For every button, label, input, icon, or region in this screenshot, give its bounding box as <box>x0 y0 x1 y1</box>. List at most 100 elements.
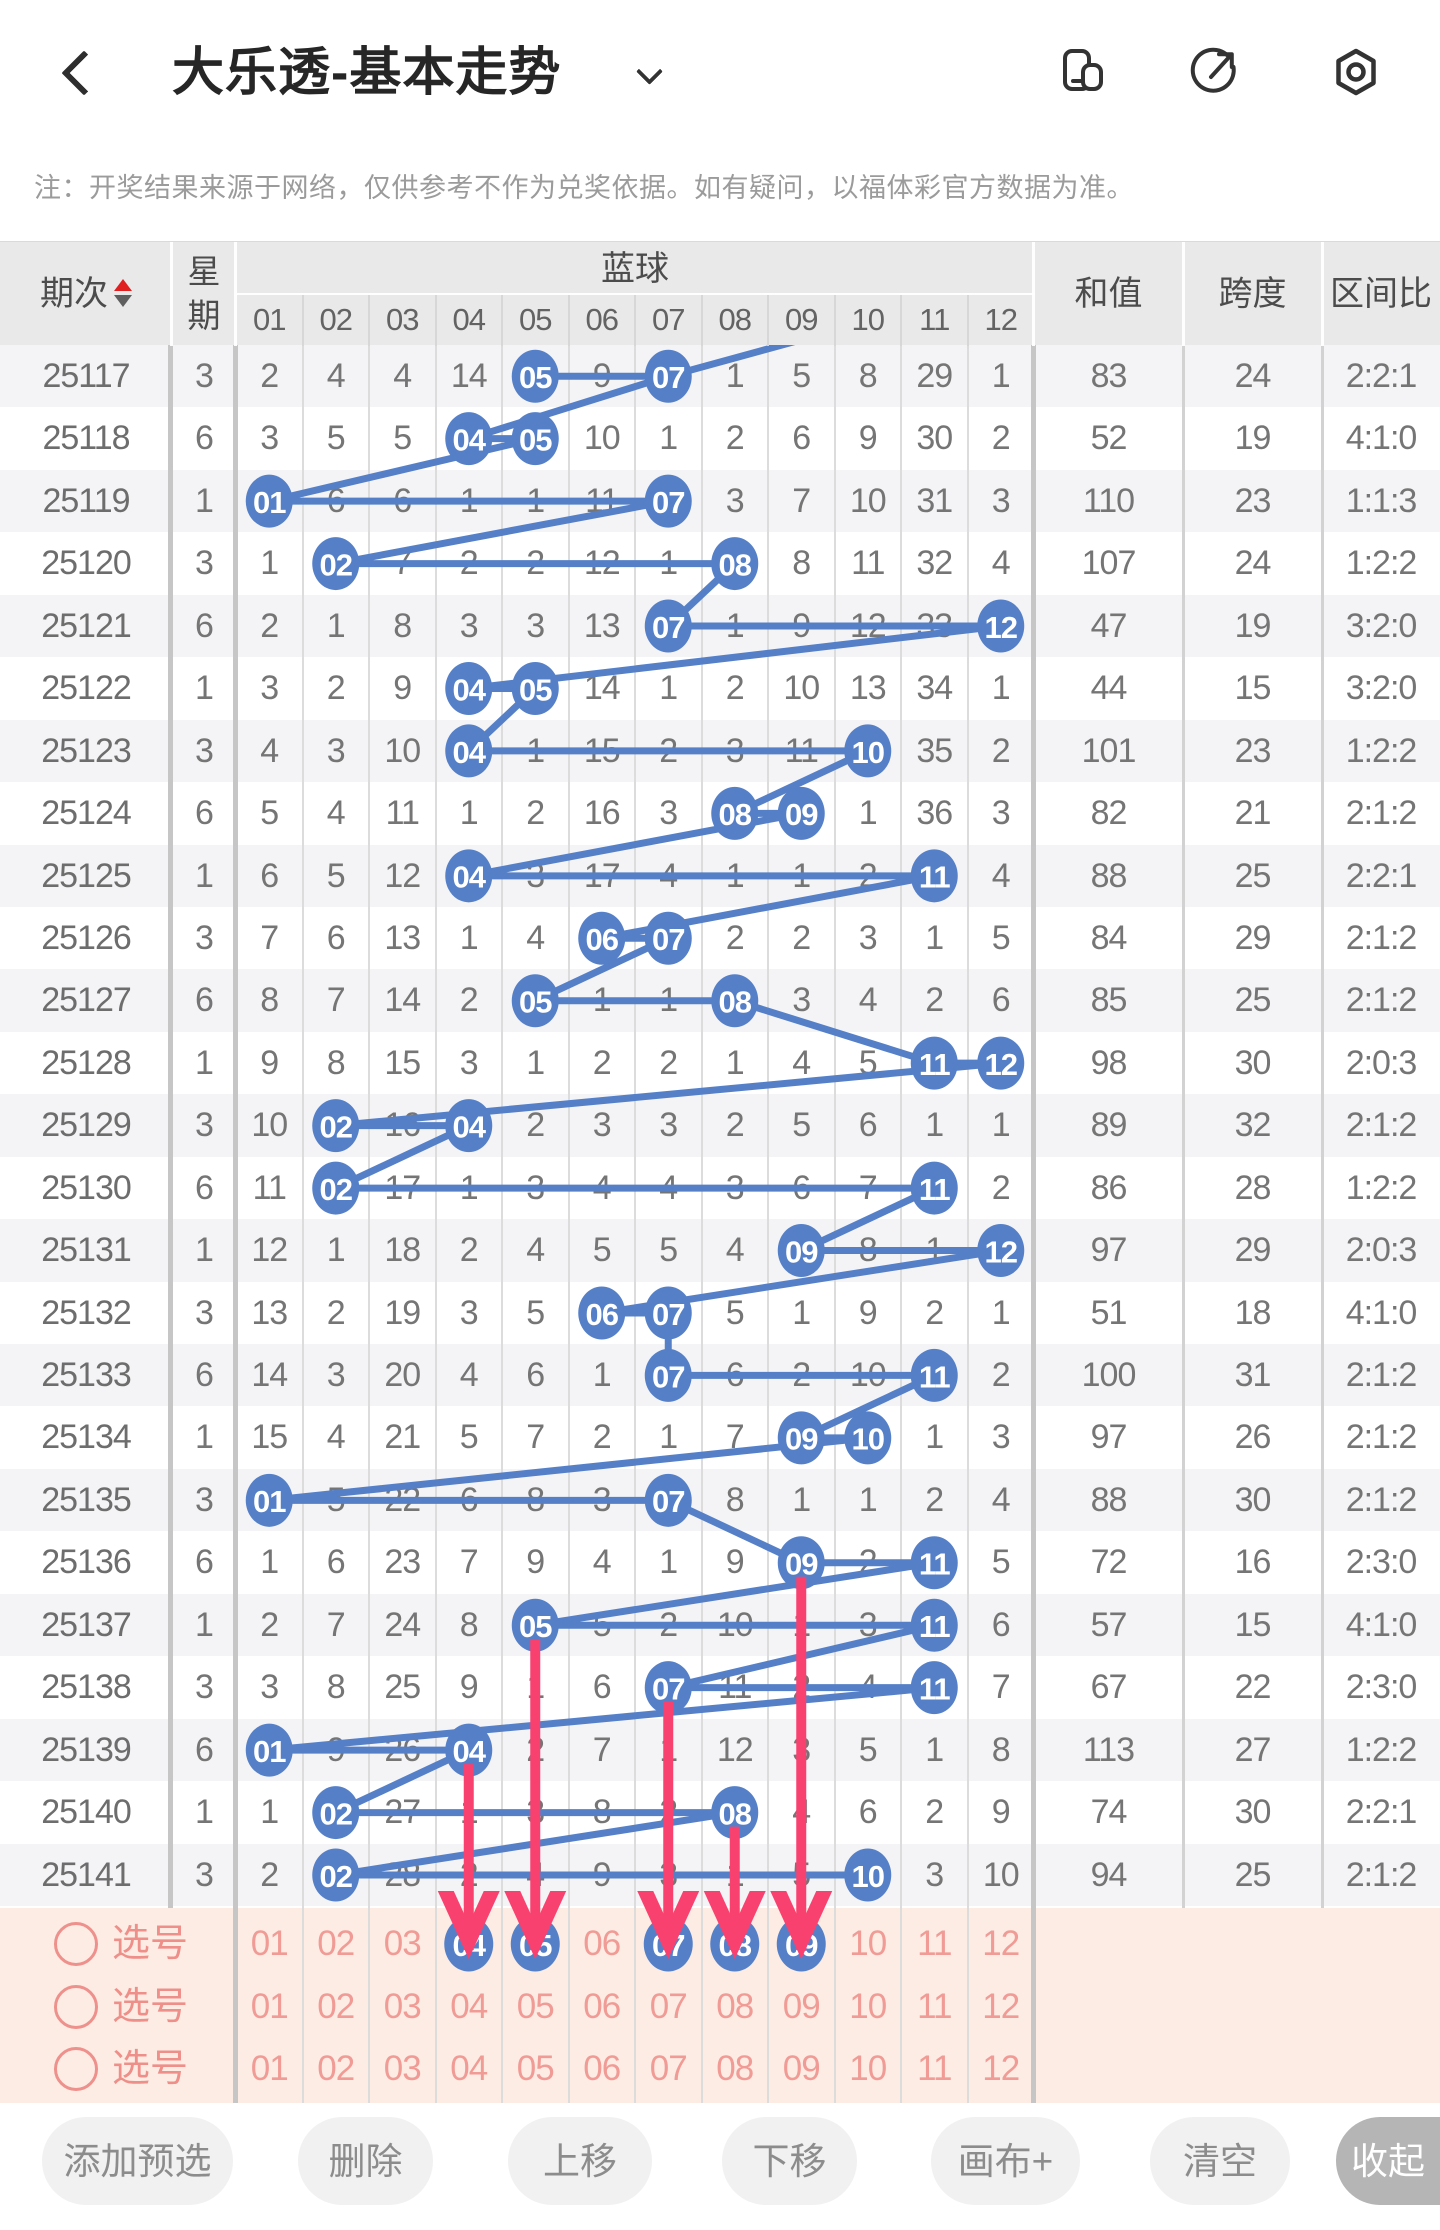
selection-number[interactable]: 09 <box>782 1987 821 2026</box>
ball-cell <box>702 969 769 1031</box>
span-cell: 28 <box>1234 1168 1272 1207</box>
selection-label: 选号 <box>112 2048 189 2090</box>
selection-number[interactable]: 02 <box>317 2049 355 2088</box>
ball-cell: 2 <box>260 1605 279 1644</box>
ball-cell: 4 <box>459 1356 479 1394</box>
ball-column-header: 10 <box>851 302 885 337</box>
selection-number[interactable]: 11 <box>917 1987 952 2026</box>
selection-number[interactable]: 04 <box>450 2049 488 2088</box>
ball-cell: 17 <box>384 1168 421 1207</box>
ball-column-header: 02 <box>319 302 353 337</box>
canvas-button[interactable]: 画布+ <box>931 2117 1080 2205</box>
span-cell: 19 <box>1234 419 1272 458</box>
ball-cell <box>901 1531 968 1593</box>
selection-radio[interactable] <box>54 1922 98 1966</box>
ball-cell: 34 <box>916 669 953 708</box>
share-icon[interactable] <box>1188 46 1240 98</box>
selection-number[interactable]: 11 <box>917 2049 952 2088</box>
selection-number[interactable]: 03 <box>383 2049 422 2088</box>
selection-number[interactable]: 01 <box>250 1924 289 1963</box>
ball-cell: 2 <box>659 731 678 770</box>
selection-radio[interactable] <box>54 1985 98 2029</box>
title-dropdown[interactable] <box>636 58 663 85</box>
delete-button[interactable]: 删除 <box>298 2117 433 2205</box>
ball-cell: 9 <box>858 1293 878 1332</box>
move-up-button[interactable]: 上移 <box>508 2117 652 2205</box>
selection-number[interactable]: 03 <box>383 1924 422 1963</box>
ball-cell: 16 <box>384 1106 421 1145</box>
week-cell: 6 <box>195 794 214 833</box>
ball-cell: 2 <box>592 1418 612 1457</box>
period-cell: 25129 <box>41 1106 132 1145</box>
ball-cell <box>901 1157 968 1219</box>
ball-cell: 2 <box>326 1293 346 1332</box>
week-cell: 1 <box>195 1043 214 1082</box>
ball-cell: 8 <box>393 606 412 645</box>
table-row: 25139 6 9 26 2 7 1 12 3 5 1 8 113 27 1:2:2 <box>0 1718 1440 1782</box>
sum-cell: 110 <box>1082 481 1135 520</box>
selection-number[interactable]: 08 <box>716 1987 754 2026</box>
selection-radio[interactable] <box>54 2047 98 2091</box>
selection-number[interactable]: 01 <box>250 1987 289 2026</box>
selection-number[interactable]: 10 <box>849 1924 887 1963</box>
ball-cell: 3 <box>659 1855 678 1894</box>
ball-cell: 2 <box>260 357 279 395</box>
period-cell: 25133 <box>41 1356 132 1394</box>
ball-cell <box>436 1719 503 1781</box>
ball-cell: 1 <box>925 1231 944 1270</box>
sum-cell: 113 <box>1082 1730 1135 1769</box>
selection-number[interactable]: 08 <box>716 2049 754 2088</box>
selection-number[interactable]: 07 <box>649 2049 688 2088</box>
ball-cell: 2 <box>991 419 1011 458</box>
selection-number[interactable]: 06 <box>583 1987 621 2026</box>
collapse-button[interactable]: 收起 <box>1336 2117 1440 2205</box>
selection-number[interactable]: 11 <box>917 1924 952 1963</box>
selection-number[interactable]: 10 <box>849 2049 887 2088</box>
ball-cell <box>702 782 769 844</box>
ball-cell <box>502 657 569 719</box>
ball-cell: 4 <box>326 1418 346 1457</box>
selection-number[interactable]: 05 <box>516 1987 555 2026</box>
selection-number[interactable]: 12 <box>982 2049 1020 2088</box>
clear-button[interactable]: 清空 <box>1150 2117 1290 2205</box>
selection-number[interactable]: 02 <box>317 1924 355 1963</box>
move-down-button[interactable]: 下移 <box>722 2117 857 2205</box>
grid-line <box>1031 345 1036 2103</box>
ball-cell: 5 <box>792 357 811 395</box>
ball-cell: 2 <box>260 1855 279 1894</box>
ball-column-header: 11 <box>919 302 950 337</box>
ball-cell: 5 <box>792 1855 811 1894</box>
ball-cell: 1 <box>592 981 612 1020</box>
selection-number[interactable]: 04 <box>450 1987 488 2026</box>
ball-cell: 3 <box>858 1605 878 1644</box>
selection-number[interactable]: 12 <box>982 1924 1020 1963</box>
selection-number[interactable]: 10 <box>849 1987 887 2026</box>
rotate-screen-icon[interactable] <box>1056 46 1108 98</box>
selection-number[interactable]: 12 <box>982 1987 1020 2026</box>
sum-cell: 107 <box>1081 544 1137 583</box>
selection-number[interactable]: 05 <box>516 2049 555 2088</box>
ball-cell: 5 <box>592 1231 612 1270</box>
ball-cell: 11 <box>851 544 885 583</box>
selection-number[interactable]: 06 <box>583 1924 621 1963</box>
selection-number[interactable]: 03 <box>383 1987 422 2026</box>
add-preselect-button[interactable]: 添加预选 <box>42 2117 233 2205</box>
selection-number[interactable]: 06 <box>583 2049 621 2088</box>
back-button[interactable] <box>58 44 107 100</box>
column-header-period[interactable]: 期次 <box>0 242 172 346</box>
selection-number[interactable]: 07 <box>649 1987 688 2026</box>
span-cell: 25 <box>1234 856 1272 895</box>
ball-cell <box>502 1594 569 1656</box>
ball-cell: 24 <box>384 1605 421 1644</box>
settings-icon[interactable] <box>1330 46 1382 98</box>
ball-cell <box>635 470 702 532</box>
ball-cell: 3 <box>260 669 279 708</box>
selection-number[interactable]: 01 <box>250 2049 289 2088</box>
ball-cell: 15 <box>583 731 621 770</box>
ratio-cell: 4:1:0 <box>1345 1293 1418 1332</box>
selection-number[interactable]: 09 <box>782 2049 821 2088</box>
selection-number[interactable]: 02 <box>317 1987 355 2026</box>
span-cell: 19 <box>1234 606 1272 645</box>
ball-cell: 8 <box>858 1231 878 1270</box>
sort-icon[interactable] <box>114 270 132 316</box>
